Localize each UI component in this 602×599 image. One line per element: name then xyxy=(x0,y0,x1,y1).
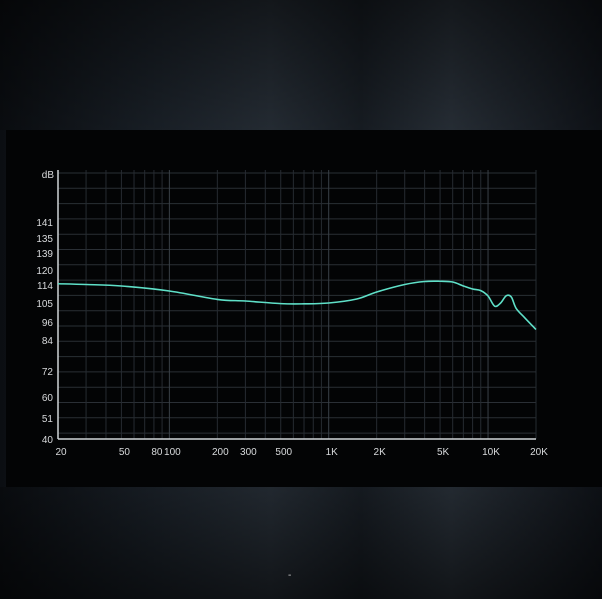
x-tick-label: 80 xyxy=(151,447,163,458)
x-tick-label: 1K xyxy=(326,447,339,458)
y-tick-label: 114 xyxy=(37,281,53,292)
background-top xyxy=(0,0,602,130)
x-tick-label: 5K xyxy=(437,447,450,458)
y-tick-label: 84 xyxy=(42,336,54,347)
x-tick-label: 2K xyxy=(374,447,387,458)
y-tick-label: 141 xyxy=(36,218,53,229)
x-tick-label: 20K xyxy=(530,447,548,458)
y-tick-label: 105 xyxy=(36,299,53,310)
y-tick-label: 96 xyxy=(42,318,54,329)
x-tick-label: 300 xyxy=(240,447,257,458)
footer-mark: - xyxy=(288,570,292,581)
x-tick-label: 20 xyxy=(55,447,67,458)
y-tick-label: 135 xyxy=(36,234,53,245)
x-tick-label: 100 xyxy=(164,447,181,458)
y-tick-label: 120 xyxy=(36,266,53,277)
x-tick-label: 500 xyxy=(275,447,292,458)
background-bottom xyxy=(0,487,602,599)
x-tick-label: 50 xyxy=(119,447,131,458)
x-tick-label: 200 xyxy=(212,447,229,458)
y-tick-label: 72 xyxy=(42,367,54,378)
y-axis-label: dB xyxy=(42,170,55,181)
y-tick-label: 60 xyxy=(42,393,54,404)
y-tick-label: 139 xyxy=(36,249,53,260)
x-tick-label: 10K xyxy=(482,447,500,458)
y-tick-label: 40 xyxy=(42,435,54,446)
response-curve xyxy=(57,280,537,331)
y-tick-label: 51 xyxy=(42,414,54,425)
